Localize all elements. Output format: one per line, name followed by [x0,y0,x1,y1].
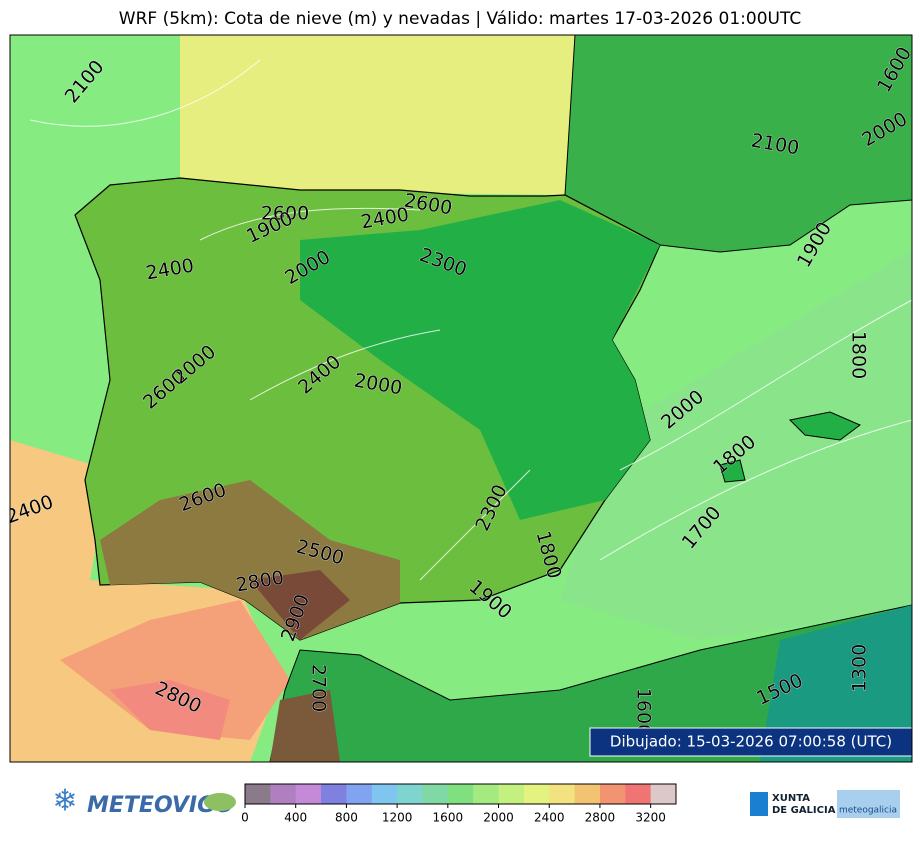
note-box [589,727,912,757]
snowflake-icon: ❄ [52,784,77,819]
colorbar-tick-label: 400 [284,811,307,825]
contour-label: 1800 [848,331,870,379]
colorbar-segment [397,784,423,804]
colorbar-tick-label: 1200 [382,811,413,825]
colorbar-segment [650,784,677,804]
colorbar-tick-label: 2400 [534,811,565,825]
colorbar: 0 400 800 1200 1600 2000 2400 2800 3200 [241,783,677,825]
colorbar-frame [244,783,677,805]
mallorca [788,411,861,441]
colorbar-segment [549,784,576,804]
logo-badge: meteogalicia [839,806,897,816]
colorbar-segment [321,784,347,804]
sierra [250,570,350,640]
logo-xunta: XUNTA [772,793,810,804]
contour-label: 2600 [261,203,309,225]
contours [29,59,912,581]
logo-galicia: DE GALICIA [772,805,836,816]
badge-bg [837,790,900,818]
title: WRF (5km): Cota de nieve (m) y nevadas |… [119,9,801,29]
sea-east [560,250,912,640]
colorbar-tick-label: 2800 [585,811,616,825]
iberia-east [300,200,660,520]
colorbar-segment [346,784,373,804]
colorbar-segment [270,784,297,804]
colorbar-segment [447,784,474,804]
map-frame [9,34,913,763]
drawn-note: Dibujado: 15-03-2026 07:00:58 (UTC) [610,733,892,751]
colorbar-segment [599,784,626,804]
colorbar-segment [625,784,652,804]
contour-label: 1600 [633,688,655,736]
colorbar-segment [473,784,500,804]
colorbar-segment [422,784,449,804]
africa [269,604,912,762]
xunta-icon [750,792,768,816]
sea-warm [60,600,290,740]
ibiza [719,459,746,483]
contour-label: 2700 [308,664,330,712]
leaf-icon [204,793,236,811]
colorbar-tick-label: 1600 [433,811,464,825]
colorbar-segment [245,784,271,804]
sea-north [180,35,580,195]
colorbar-segment [371,784,398,804]
colorbar-tick-label: 800 [335,811,358,825]
colorbar-segment [574,784,601,804]
colorbar-segment [498,784,525,804]
colorbar-tick-label: 3200 [635,811,666,825]
colorbar-tick-label: 2000 [483,811,514,825]
africa-high [270,690,340,762]
sea-hot [110,680,230,740]
colorbar-segment [523,784,550,804]
africa-east [760,605,912,762]
contour-label: 1300 [849,644,871,692]
colorbar-tick-label: 0 [241,811,249,825]
colorbar-segment [295,784,322,804]
